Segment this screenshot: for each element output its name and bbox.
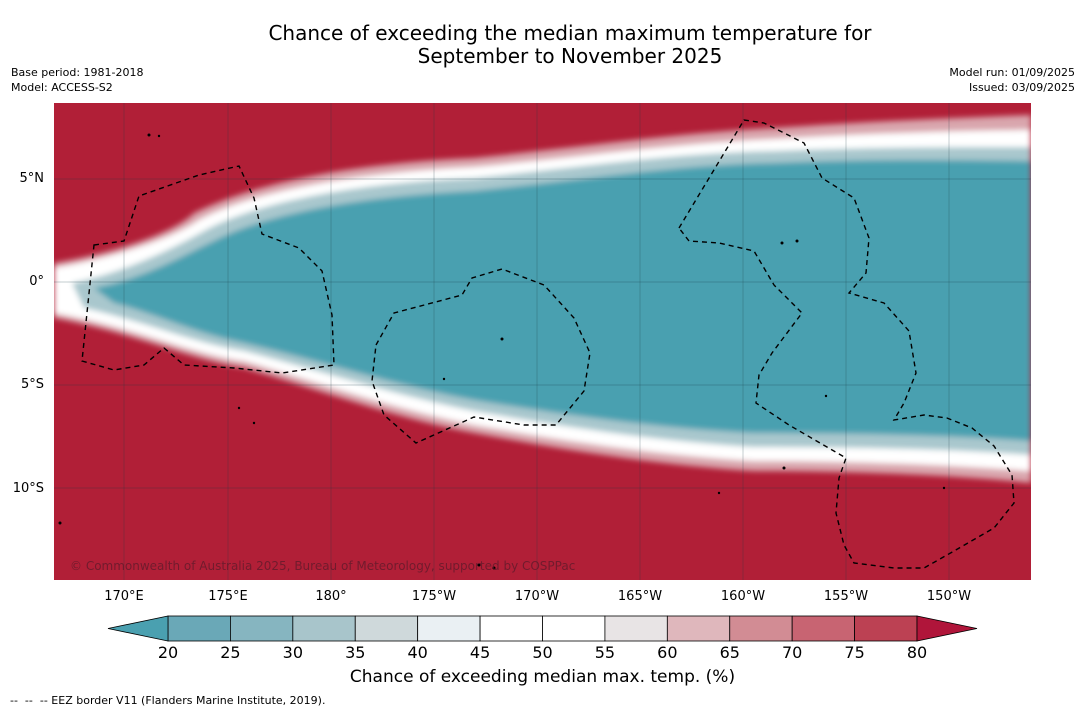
base-period: Base period: 1981-2018	[11, 66, 144, 79]
colorbar-cell	[354, 615, 419, 642]
colorbar-cell	[479, 615, 543, 642]
eez-borders	[81, 119, 1015, 569]
colorbar-cell	[167, 615, 231, 642]
colorbar-tick-label: 60	[657, 643, 678, 662]
meta-right: Model run: 01/09/2025 Issued: 03/09/2025	[949, 65, 1075, 95]
colorbar-cell	[542, 615, 606, 642]
chart-title-line1: Chance of exceeding the median maximum t…	[268, 21, 872, 45]
colorbar-tick-label: 80	[906, 643, 928, 662]
colorbar-cell	[729, 615, 793, 642]
colorbar-extend-low	[107, 615, 169, 642]
probability-map	[54, 103, 1031, 580]
model-run: Model run: 01/09/2025	[949, 66, 1075, 79]
lon-label-170w: 170°W	[514, 589, 560, 604]
colorbar-tick-label: 35	[345, 643, 366, 662]
colorbar	[107, 615, 978, 642]
colorbar-cell	[292, 615, 356, 642]
lon-label-175w: 175°W	[411, 589, 457, 604]
lon-label-150w: 150°W	[926, 589, 972, 604]
colorbar-cell	[854, 615, 918, 642]
colorbar-tick-label: 75	[844, 643, 865, 662]
eez-legend: -- -- -- EEZ border V11 (Flanders Marine…	[10, 694, 326, 707]
colorbar-tick-label: 25	[220, 643, 241, 662]
lon-label-175e: 175°E	[208, 589, 248, 604]
colorbar-tick-label: 55	[594, 643, 616, 662]
map-gradient-bands	[54, 115, 1031, 483]
lat-label-10s: 10°S	[12, 481, 44, 496]
lon-label-160w: 160°W	[720, 589, 766, 604]
lat-label-0: 0°	[29, 274, 44, 289]
lon-label-180: 180°	[315, 589, 347, 604]
colorbar-cells	[167, 615, 918, 642]
colorbar-cell	[604, 615, 668, 642]
lat-label-5s: 5°S	[20, 377, 44, 392]
colorbar-tick-label: 50	[532, 643, 553, 662]
chart-title-line2: September to November 2025	[417, 44, 723, 68]
meta-left: Base period: 1981-2018 Model: ACCESS-S2	[11, 65, 143, 95]
colorbar-cell	[230, 615, 294, 642]
lon-label-170e: 170°E	[104, 589, 144, 604]
colorbar-tick-label: 40	[407, 643, 428, 662]
colorbar-cell	[791, 615, 855, 642]
model-name: Model: ACCESS-S2	[11, 81, 113, 94]
graticule	[54, 103, 1031, 580]
colorbar-tick-label: 65	[719, 643, 740, 662]
issued-date: Issued: 03/09/2025	[968, 81, 1075, 94]
colorbar-tick-label: 30	[282, 643, 303, 662]
islands	[58, 133, 946, 570]
colorbar-extend-high	[916, 615, 978, 642]
colorbar-label: Chance of exceeding median max. temp. (%…	[349, 667, 736, 687]
colorbar-tick-label: 45	[469, 643, 491, 662]
colorbar-cell	[666, 615, 731, 642]
colorbar-tick-label: 70	[781, 643, 803, 662]
colorbar-tick-label: 20	[157, 643, 179, 662]
lon-label-165w: 165°W	[617, 589, 663, 604]
lon-label-155w: 155°W	[823, 589, 869, 604]
copyright-notice: © Commonwealth of Australia 2025, Bureau…	[70, 559, 576, 573]
colorbar-cell	[417, 615, 481, 642]
lat-label-5n: 5°N	[19, 171, 45, 186]
